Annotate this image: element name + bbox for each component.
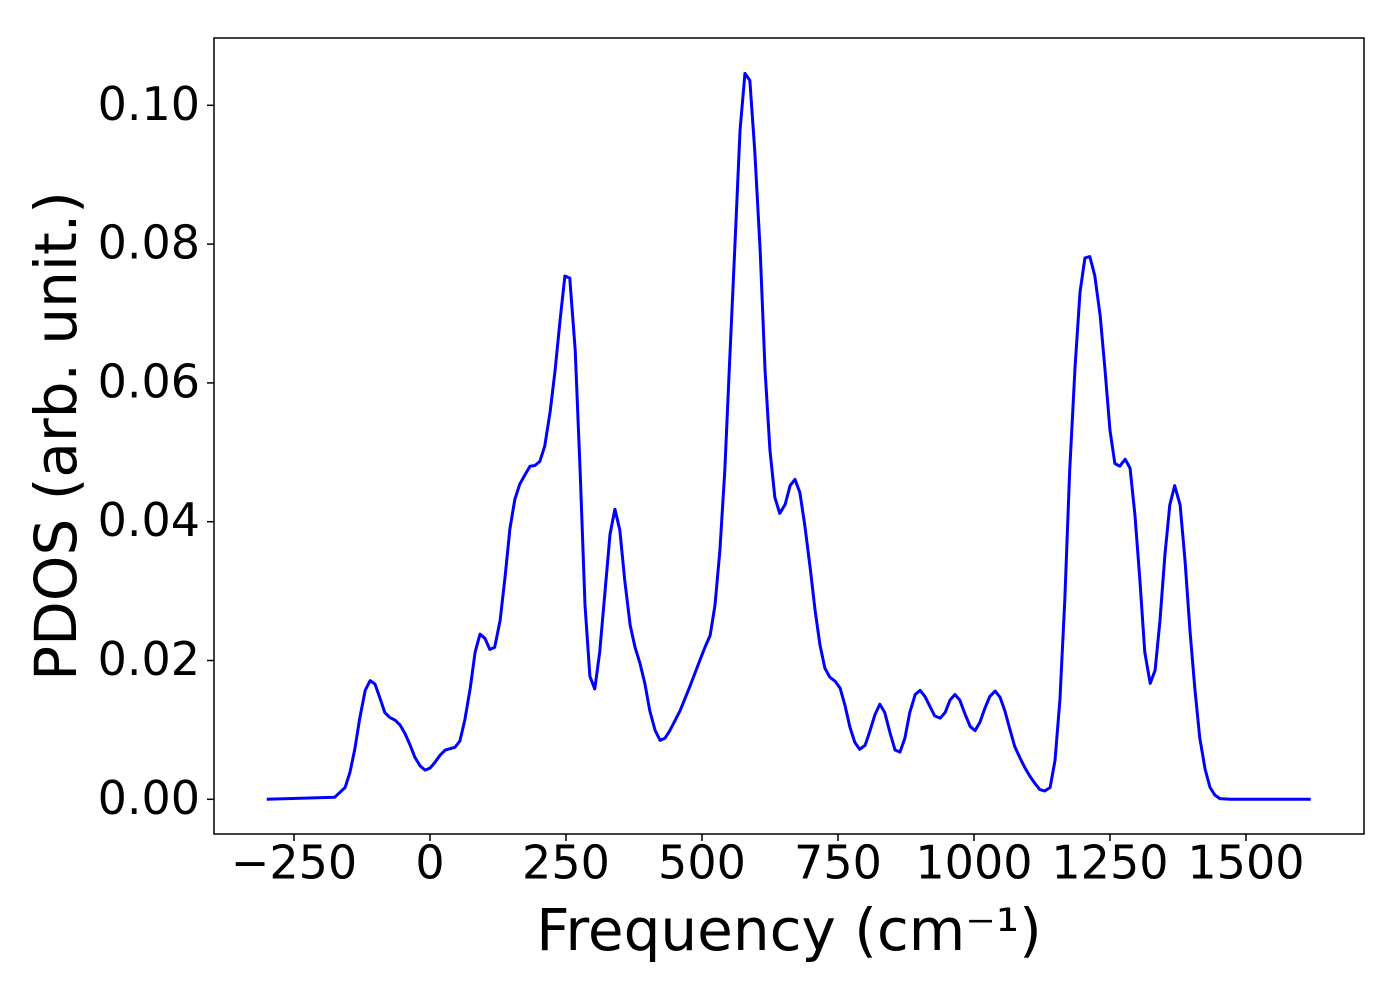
- y-tick-label: 0.06: [98, 354, 200, 408]
- y-tick-label: 0.04: [98, 493, 200, 547]
- x-tick-label: −250: [231, 836, 357, 890]
- x-tick-label: 0: [415, 836, 444, 890]
- y-tick-label: 0.02: [98, 632, 200, 686]
- line-series: [266, 71, 1311, 801]
- y-tick-label: 0.00: [98, 771, 200, 825]
- y-tick-label: 0.08: [98, 216, 200, 270]
- y-axis-label: PDOS (arb. unit.): [22, 191, 90, 681]
- x-axis-label: Frequency (cm⁻¹): [536, 896, 1042, 964]
- plot-frame: [213, 37, 1365, 835]
- x-tick-label: 1000: [915, 836, 1032, 890]
- y-tick-label: 0.10: [98, 77, 200, 131]
- x-tick-label: 750: [794, 836, 882, 890]
- x-tick-label: 250: [522, 836, 610, 890]
- x-tick-label: 500: [658, 836, 746, 890]
- x-tick-label: 1250: [1051, 836, 1168, 890]
- x-tick-label: 1500: [1187, 836, 1304, 890]
